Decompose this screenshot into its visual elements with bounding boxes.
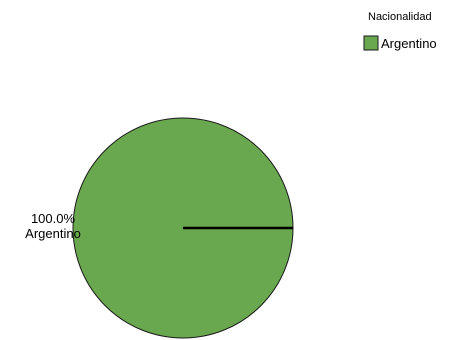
slice-name-label: Argentino [25,226,81,241]
pie-slices [72,117,294,339]
legend-title: Nacionalidad [368,11,432,23]
legend-swatch [363,35,379,51]
legend: Nacionalidad Argentino [363,11,437,51]
legend-label: Argentino [381,36,437,51]
pie-labels: 100.0%Argentino [25,211,81,241]
legend-items: Argentino [363,35,437,51]
slice-percent-label: 100.0% [31,211,76,226]
